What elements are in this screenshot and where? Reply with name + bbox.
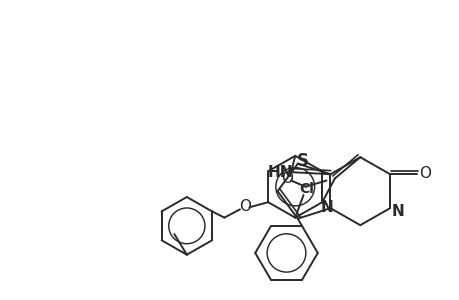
Text: HN: HN bbox=[267, 165, 292, 180]
Text: O: O bbox=[280, 171, 292, 186]
Text: N: N bbox=[391, 204, 404, 219]
Text: N: N bbox=[320, 200, 333, 214]
Text: O: O bbox=[419, 166, 431, 181]
Text: Cl: Cl bbox=[299, 182, 313, 196]
Text: O: O bbox=[239, 199, 251, 214]
Text: S: S bbox=[297, 152, 308, 169]
